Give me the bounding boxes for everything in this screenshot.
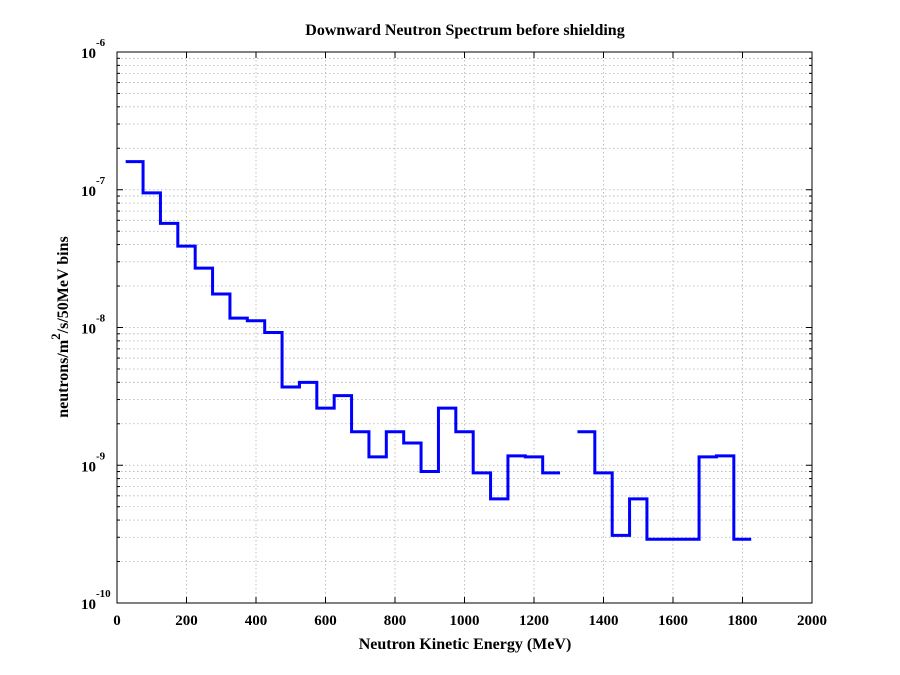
- x-tick-label: 1800: [728, 613, 758, 629]
- y-tick-label-exponent: -10: [96, 588, 111, 600]
- x-tick-label: 1000: [450, 613, 480, 629]
- x-tick-label: 200: [175, 613, 198, 629]
- chart-title: Downward Neutron Spectrum before shieldi…: [305, 22, 624, 39]
- y-axis-label-prefix: neutrons/m: [55, 339, 72, 418]
- y-axis-label-superscript: 2: [48, 333, 63, 340]
- x-tick-label: 400: [245, 613, 268, 629]
- y-tick-label-base: 10: [81, 322, 96, 338]
- x-tick-label: 600: [314, 613, 337, 629]
- x-axis-label: Neutron Kinetic Energy (MeV): [359, 636, 572, 653]
- y-tick-label-base: 10: [81, 184, 96, 200]
- x-tick-labels: 0 200 400 600 800 1000 1200 1400 1600 1800 2000: [113, 613, 827, 629]
- y-tick-label-exponent: -6: [96, 37, 106, 49]
- x-tick-label: 1400: [589, 613, 619, 629]
- y-tick-label-base: 10: [81, 459, 96, 475]
- x-tick-label: 1200: [519, 613, 549, 629]
- x-tick-label: 2000: [797, 613, 827, 629]
- series-line: [577, 430, 752, 541]
- x-tick-label: 1600: [658, 613, 688, 629]
- x-tick-label: 800: [384, 613, 407, 629]
- y-tick-label-exponent: -7: [96, 175, 106, 187]
- y-tick-label-base: 10: [81, 46, 96, 62]
- x-tick-label: 0: [113, 613, 121, 629]
- tick-layer: [116, 52, 813, 604]
- y-tick-label-exponent: -9: [96, 450, 106, 462]
- y-axis-label: neutrons/m2/s/50MeV bins: [48, 236, 72, 418]
- series-line: [125, 160, 561, 501]
- series-layer: [125, 160, 752, 541]
- y-tick-label-base: 10: [81, 597, 96, 613]
- y-tick-label-exponent: -8: [96, 313, 106, 325]
- y-axis-label-suffix: /s/50MeV bins: [55, 236, 72, 334]
